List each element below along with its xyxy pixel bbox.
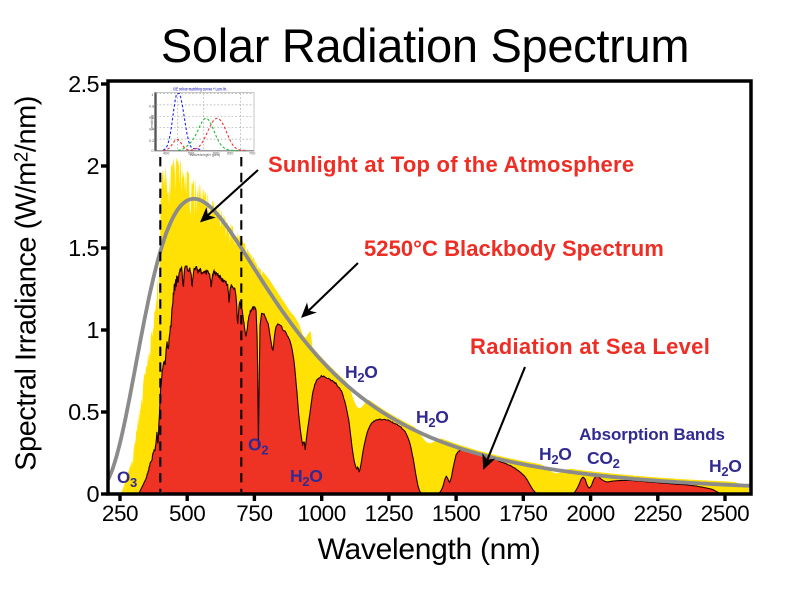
svg-text:0.8: 0.8 [149,105,154,109]
svg-text:0.2: 0.2 [149,139,154,143]
svg-text:Absorption Bands: Absorption Bands [579,425,725,444]
svg-text:2: 2 [87,153,99,179]
svg-text:0: 0 [87,481,100,507]
svg-text:CO2: CO2 [587,448,620,471]
svg-text:H2O: H2O [709,456,742,479]
svg-text:1750: 1750 [499,501,547,526]
svg-text:Wavelength (nm): Wavelength (nm) [318,533,541,566]
svg-text:CIE colour matching curves + L: CIE colour matching curves + Lum. fn. [173,87,227,92]
svg-text:0.5: 0.5 [68,399,99,425]
svg-text:1500: 1500 [432,501,480,526]
svg-text:0: 0 [151,149,153,153]
svg-text:1000: 1000 [297,501,345,526]
svg-text:1: 1 [151,93,153,97]
svg-text:sensitivity: sensitivity [150,114,154,130]
svg-text:H2O: H2O [539,444,572,467]
svg-text:0.6: 0.6 [149,116,154,120]
svg-text:H2O: H2O [416,407,449,430]
svg-text:2500: 2500 [701,501,749,526]
svg-text:1.5: 1.5 [68,235,99,261]
svg-text:500: 500 [169,501,205,526]
svg-text:2.5: 2.5 [68,71,99,97]
svg-text:400: 400 [163,152,169,156]
svg-text:250: 250 [102,501,138,526]
svg-text:750: 750 [236,501,272,526]
svg-text:Wavelength (μm): Wavelength (μm) [190,152,221,157]
svg-text:Sunlight at Top of the Atmosph: Sunlight at Top of the Atmosphere [268,152,634,177]
svg-text:H2O: H2O [345,362,378,385]
svg-text:5250°C Blackbody Spectrum: 5250°C Blackbody Spectrum [364,236,664,261]
svg-text:Radiation at Sea Level: Radiation at Sea Level [470,334,710,359]
svg-text:650: 650 [227,152,233,156]
svg-text:0.4: 0.4 [149,128,154,132]
svg-text:700: 700 [249,152,255,156]
svg-text:1: 1 [87,317,99,343]
svg-text:600: 600 [213,152,219,156]
svg-text:500: 500 [188,152,194,156]
svg-text:2000: 2000 [566,501,614,526]
svg-text:H2O: H2O [290,466,323,489]
svg-text:2250: 2250 [634,501,682,526]
svg-text:1250: 1250 [365,501,413,526]
